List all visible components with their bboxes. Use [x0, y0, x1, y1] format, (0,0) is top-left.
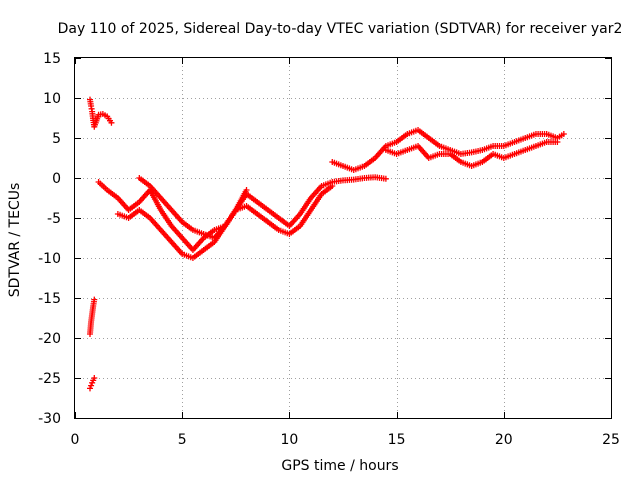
data-point [108, 119, 115, 126]
data-point [91, 296, 98, 303]
y-tick-label: 5 [52, 131, 61, 147]
y-tick-label: 0 [52, 171, 61, 187]
data-point [554, 139, 561, 145]
y-tick-label: 15 [43, 51, 61, 67]
data-point [382, 175, 389, 182]
plot-frame [74, 57, 612, 419]
data-point [560, 131, 567, 137]
y-tick-label: -10 [38, 251, 61, 267]
data-point [329, 183, 336, 189]
x-tick-label: 5 [178, 432, 187, 448]
y-tick-label: -30 [38, 411, 61, 427]
y-tick-label: -25 [38, 371, 61, 387]
y-tick-label: 10 [43, 91, 61, 107]
y-tick-label: -15 [38, 291, 61, 307]
data-point [88, 382, 95, 389]
x-tick-label: 20 [495, 432, 513, 448]
data-point [87, 385, 94, 392]
tick-labels: 0 5 10 15 20 25 -30 -25 -20 -15 -10 -5 0 5 10 15 [38, 51, 620, 448]
x-tick-label: 15 [388, 432, 406, 448]
data-point [91, 375, 98, 381]
x-tick-label: 0 [71, 432, 80, 448]
chart-title: Day 110 of 2025, Sidereal Day-to-day VTE… [58, 21, 623, 37]
x-tick-label: 25 [602, 432, 620, 448]
axis-ticks [75, 58, 612, 419]
data-points [87, 96, 567, 392]
y-axis-label: SDTVAR / TECUs [7, 183, 23, 298]
x-axis-label: GPS time / hours [281, 458, 398, 474]
grid [75, 58, 611, 418]
x-tick-label: 10 [280, 432, 298, 448]
data-point [243, 187, 250, 193]
y-tick-label: -5 [47, 211, 61, 227]
y-tick-label: -20 [38, 331, 61, 347]
